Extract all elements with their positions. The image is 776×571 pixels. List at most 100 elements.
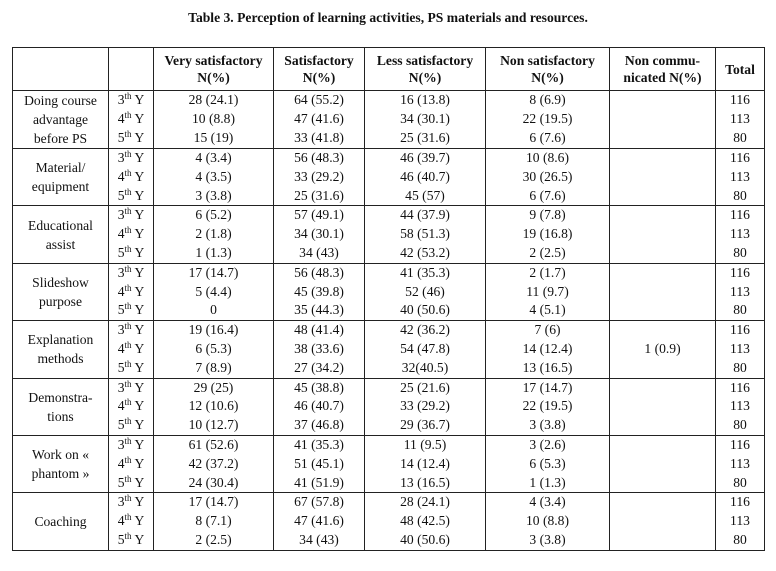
cell-value: 34 (30.1) <box>294 226 344 242</box>
year-number: 5 <box>117 302 125 318</box>
year-superscript: th <box>124 397 132 408</box>
cell-value: 42 (37.2) <box>188 455 239 471</box>
non-communicated-cell <box>609 434 716 494</box>
table-body: Doing course advantage before PS 3th Y 4th… <box>12 90 765 551</box>
year-superscript: th <box>124 263 132 274</box>
total-value: 113 <box>730 168 750 184</box>
cell-value: 12 (10.6) <box>188 398 239 414</box>
less-satisfactory-cell: 16 (13.8) 34 (30.1) 25 (31.6) <box>364 90 486 149</box>
year-number: 5 <box>117 531 125 547</box>
less-satisfactory-cell: 42 (36.2) 54 (47.8) 32(40.5) <box>364 320 486 379</box>
cell-value: 52 (46) <box>405 283 445 299</box>
cell-value: 17 (14.7) <box>188 264 239 280</box>
cell-value: 9 (7.8) <box>529 207 566 223</box>
year-superscript: th <box>124 530 132 541</box>
non-communicated-cell <box>609 492 716 551</box>
cell-value: 40 (50.6) <box>400 531 450 547</box>
cell-value: 7 (8.9) <box>195 359 232 375</box>
less-satisfactory-cell: 11 (9.5) 14 (12.4) 13 (16.5) <box>364 434 486 494</box>
year-label: 5th Y <box>109 416 153 435</box>
less-satisfactory-cell: 25 (21.6) 33 (29.2) 29 (36.7) <box>364 377 486 436</box>
cell-value: 64 (55.2) <box>294 92 344 108</box>
cell-value: 40 (50.6) <box>400 302 450 318</box>
year-suffix: Y <box>131 417 145 433</box>
year-superscript: th <box>124 110 132 121</box>
very-satisfactory-cell: 29 (25) 12 (10.6) 10 (12.7) <box>153 377 274 436</box>
year-suffix: Y <box>131 111 145 127</box>
non-communicated-cell <box>609 90 716 149</box>
year-labels: 3th Y 4th Y 5th Y <box>108 320 154 379</box>
year-number: 3 <box>117 150 125 165</box>
cell-value: 10 (12.7) <box>188 417 239 433</box>
cell-value: 10 (8.6) <box>525 150 570 165</box>
non-communicated-cell <box>609 205 716 264</box>
year-label: 5th Y <box>109 301 153 320</box>
year-superscript: th <box>124 282 132 293</box>
satisfactory-cell: 64 (55.2) 47 (41.6) 33 (41.8) <box>273 90 365 149</box>
total-cell: 116 113 80 <box>715 492 765 551</box>
non-communicated-cell <box>609 147 716 207</box>
total-value: 80 <box>733 129 747 145</box>
cell-value: 33 (41.8) <box>294 129 344 145</box>
year-superscript: th <box>124 473 132 484</box>
year-label: 3th Y <box>109 264 153 283</box>
cell-value: 14 (12.4) <box>522 340 573 356</box>
year-label: 5th Y <box>109 244 153 263</box>
year-number: 4 <box>117 455 125 471</box>
cell-value: 22 (19.5) <box>522 111 573 127</box>
year-number: 4 <box>117 168 125 184</box>
cell-value: 13 (16.5) <box>522 359 573 375</box>
year-label: 4th Y <box>109 455 153 474</box>
cell-value: 2 (1.8) <box>195 226 232 242</box>
cell-value: 10 (8.8) <box>525 513 570 529</box>
cell-value: 33 (29.2) <box>400 398 450 414</box>
year-suffix: Y <box>131 129 145 145</box>
cell-value: 2 (1.7) <box>529 264 566 280</box>
year-label: 5th Y <box>109 531 153 550</box>
cell-value: 22 (19.5) <box>522 398 573 414</box>
very-satisfactory-cell: 4 (3.4) 4 (3.5) 3 (3.8) <box>153 147 274 207</box>
cell-value: 41 (35.3) <box>400 264 450 280</box>
cell-value: 37 (46.8) <box>294 417 344 433</box>
non-satisfactory-cell: 17 (14.7) 22 (19.5) 3 (3.8) <box>485 377 610 436</box>
perception-table: Very satisfactory N(%) Satisfactory N(%)… <box>12 47 765 551</box>
cell-value: 51 (45.1) <box>294 455 344 471</box>
year-superscript: th <box>124 301 132 312</box>
total-cell: 116 113 80 <box>715 90 765 149</box>
cell-value: 27 (34.2) <box>294 359 344 375</box>
activity-label: Educational assist <box>12 205 109 264</box>
cell-value: 46 (39.7) <box>400 150 450 165</box>
activity-label: Material/ equipment <box>12 147 109 207</box>
cell-value: 10 (8.8) <box>191 111 236 127</box>
cell-value: 16 (13.8) <box>400 92 450 108</box>
cell-value: 11 (9.7) <box>526 283 569 299</box>
year-suffix: Y <box>131 207 145 223</box>
cell-value: 42 (36.2) <box>400 322 450 338</box>
year-number: 3 <box>117 379 125 395</box>
year-label: 5th Y <box>109 359 153 378</box>
header-less-satisfactory: Less satisfactory N(%) <box>364 47 486 91</box>
total-value: 80 <box>733 187 747 203</box>
cell-value: 34 (30.1) <box>400 111 450 127</box>
cell-value: 2 (2.5) <box>195 531 232 547</box>
cell-value: 14 (12.4) <box>400 455 450 471</box>
total-value: 113 <box>730 111 750 127</box>
year-label: 4th Y <box>109 283 153 302</box>
cell-value: 48 (42.5) <box>400 513 450 529</box>
year-superscript: th <box>124 435 132 446</box>
total-value: 116 <box>730 92 750 108</box>
less-satisfactory-cell: 44 (37.9) 58 (51.3) 42 (53.2) <box>364 205 486 264</box>
year-number: 4 <box>117 398 125 414</box>
activity-label: Doing course advantage before PS <box>12 90 109 149</box>
cell-value: 17 (14.7) <box>188 494 239 510</box>
total-cell: 116 113 80 <box>715 377 765 436</box>
year-number: 5 <box>117 417 125 433</box>
activity-label: Demonstra- tions <box>12 377 109 436</box>
cell-value: 47 (41.6) <box>294 111 344 127</box>
satisfactory-cell: 41 (35.3) 51 (45.1) 41 (51.9) <box>273 434 365 494</box>
year-number: 3 <box>117 436 125 452</box>
total-value: 116 <box>730 207 750 223</box>
less-satisfactory-cell: 46 (39.7) 46 (40.7) 45 (57) <box>364 147 486 207</box>
table-row: Demonstra- tions 3th Y 4th Y 5th Y 29 (25) 12… <box>12 377 765 436</box>
